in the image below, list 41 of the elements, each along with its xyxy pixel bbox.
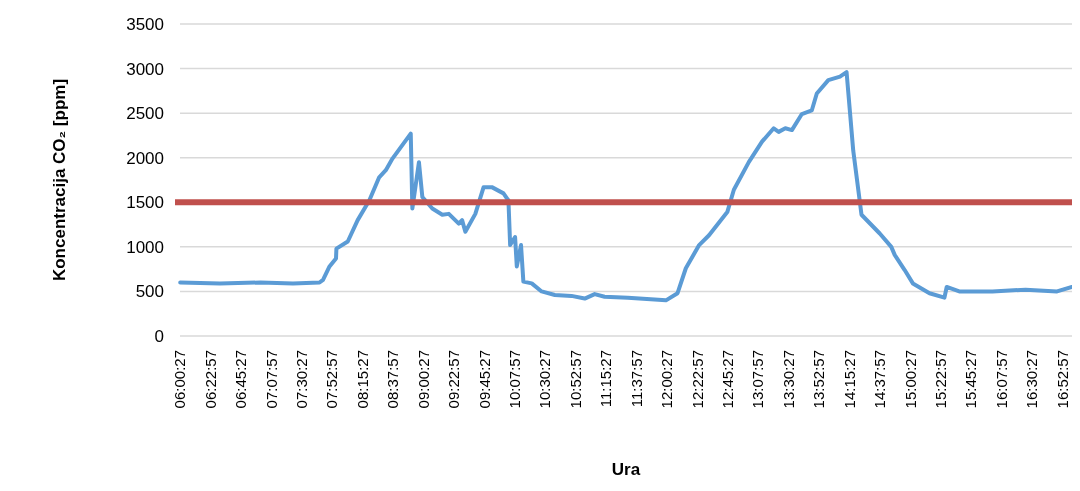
x-tick-label: 10:30:27 (536, 350, 554, 409)
y-tick-label: 3500 (126, 14, 164, 34)
x-tick-label: 11:15:27 (597, 350, 615, 408)
x-tick-label: 15:22:57 (932, 350, 949, 409)
x-tick-label: 12:22:57 (688, 350, 706, 409)
x-tick-label: 15:00:27 (901, 350, 919, 409)
x-tick-label: 06:22:57 (201, 350, 219, 409)
x-tick-label: 13:52:57 (810, 350, 828, 409)
x-tick-label: 12:45:27 (718, 350, 736, 409)
x-tick-label: 07:52:57 (323, 350, 341, 409)
y-tick-label: 2000 (126, 148, 164, 168)
x-tick-label: 06:45:27 (232, 350, 250, 409)
x-tick-label: 16:52:57 (1053, 350, 1071, 409)
y-tick-label: 2500 (126, 104, 164, 124)
x-axis-title: Ura (611, 460, 641, 479)
x-tick-label: 13:07:57 (749, 350, 767, 409)
y-tick-label: 0 (154, 326, 164, 346)
y-axis-title: Koncentracija CO₂ [ppm] (50, 78, 69, 282)
y-tick-label: 500 (135, 282, 164, 302)
x-tick-label: 12:00:27 (658, 350, 676, 409)
x-tick-label: 09:00:27 (414, 350, 432, 409)
x-tick-label: 08:37:57 (384, 350, 402, 409)
x-tick-label: 13:30:27 (779, 350, 797, 409)
x-tick-label: 09:45:27 (475, 350, 493, 409)
x-tick-label: 11:37:57 (627, 350, 645, 408)
x-tick-label: 10:52:57 (566, 350, 584, 409)
x-tick-label: 16:30:27 (1023, 350, 1041, 409)
x-tick-label: 10:07:57 (505, 350, 523, 409)
y-tick-label: 1000 (126, 237, 164, 257)
line-series (178, 70, 1072, 303)
x-tick-label: 07:30:27 (292, 350, 310, 409)
x-tick-label: 07:07:57 (262, 350, 280, 409)
x-tick-label: 15:45:27 (962, 350, 980, 409)
x-tick-label: 16:07:57 (992, 350, 1010, 409)
y-tick-label: 1500 (126, 193, 164, 213)
x-tick-label: 14:15:27 (840, 350, 858, 409)
y-tick-label: 3000 (126, 59, 164, 79)
x-tick-label: 14:37:57 (871, 350, 889, 409)
x-tick-label: 09:22:57 (445, 350, 463, 409)
x-tick-label: 08:15:27 (353, 350, 371, 409)
x-tick-label: 06:00:27 (171, 350, 189, 409)
